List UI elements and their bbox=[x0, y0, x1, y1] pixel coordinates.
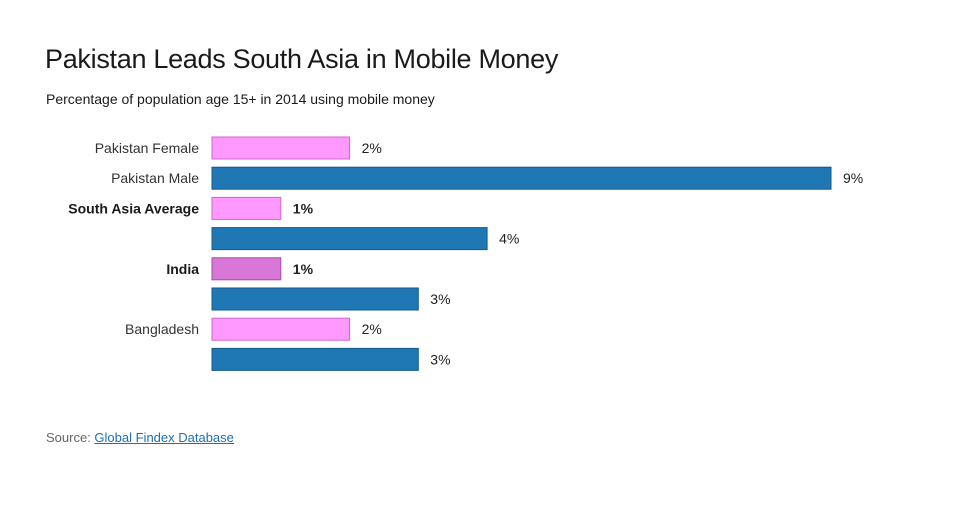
bar-4 bbox=[211, 257, 282, 281]
bar-chart: 2% Pakistan Female 9% Pakistan Male 1% South … bbox=[68, 136, 863, 371]
category-label-1: Pakistan Male bbox=[111, 170, 199, 186]
bar-5 bbox=[211, 287, 419, 311]
bar-0 bbox=[211, 136, 351, 160]
category-label-6: Bangladesh bbox=[125, 321, 199, 337]
bar-2 bbox=[211, 196, 282, 220]
bar-7 bbox=[211, 347, 419, 371]
bar-3 bbox=[211, 227, 488, 251]
source-link[interactable]: Global Findex Database bbox=[94, 430, 234, 445]
value-label-6: 2% bbox=[362, 321, 382, 337]
value-label-2: 1% bbox=[293, 200, 314, 216]
value-label-5: 3% bbox=[430, 291, 450, 307]
value-label-1: 9% bbox=[843, 170, 863, 186]
bar-1 bbox=[211, 166, 832, 190]
category-label-2: South Asia Average bbox=[68, 200, 199, 216]
bar-6 bbox=[211, 317, 351, 341]
chart-subtitle: Percentage of population age 15+ in 2014… bbox=[46, 91, 435, 107]
value-label-4: 1% bbox=[293, 261, 314, 277]
chart-title: Pakistan Leads South Asia in Mobile Mone… bbox=[45, 44, 559, 74]
value-label-7: 3% bbox=[430, 351, 450, 367]
value-label-0: 2% bbox=[362, 140, 382, 156]
source-note: Source: Global Findex Database bbox=[46, 430, 234, 445]
source-prefix: Source: bbox=[46, 430, 95, 445]
category-label-4: India bbox=[166, 261, 199, 277]
value-label-3: 4% bbox=[499, 231, 519, 247]
category-label-0: Pakistan Female bbox=[95, 140, 199, 156]
